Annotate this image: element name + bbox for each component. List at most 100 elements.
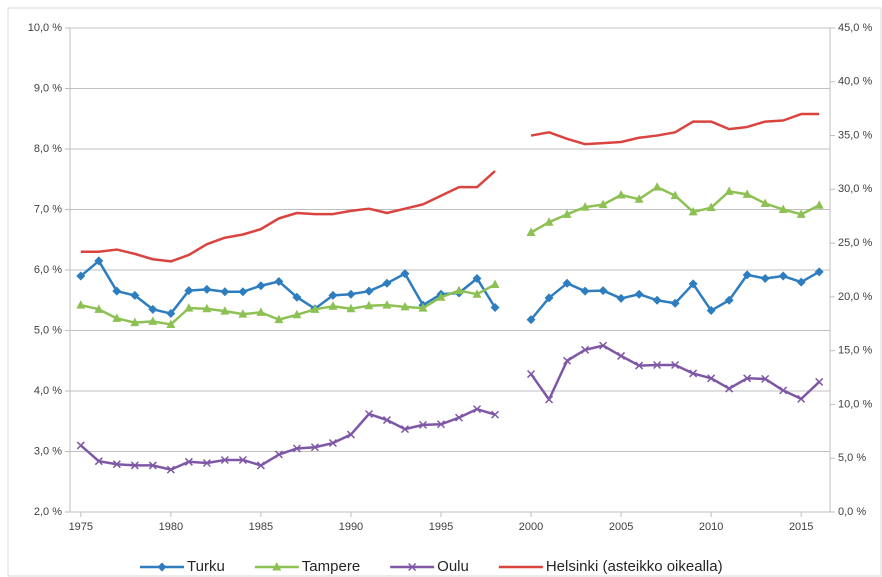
marker: [598, 286, 608, 296]
marker: [220, 306, 230, 315]
y2-tick-label: 10,0 %: [838, 398, 872, 410]
x-tick-label: 1975: [69, 521, 93, 533]
legend-label: Tampere: [302, 558, 360, 575]
y-tick-label: 8,0 %: [34, 143, 62, 155]
marker: [346, 303, 356, 313]
marker: [490, 410, 500, 419]
marker: [652, 295, 662, 305]
marker: [112, 286, 122, 296]
y-tick-label: 6,0 %: [34, 264, 62, 276]
marker: [436, 420, 446, 429]
marker: [408, 562, 417, 572]
marker: [364, 409, 373, 419]
marker: [814, 267, 824, 277]
marker: [220, 287, 230, 297]
y-tick-label: 10,0 %: [28, 22, 62, 34]
marker: [635, 361, 644, 370]
marker: [112, 313, 122, 322]
marker: [545, 395, 554, 404]
marker: [544, 217, 554, 226]
marker: [653, 360, 662, 370]
marker: [652, 182, 662, 191]
marker: [761, 374, 770, 383]
marker: [272, 562, 282, 571]
marker: [94, 457, 103, 466]
marker: [148, 304, 158, 314]
marker: [688, 206, 698, 216]
x-tick-label: 1990: [339, 521, 363, 533]
marker: [472, 289, 482, 298]
plot-area: [76, 112, 824, 474]
marker: [742, 189, 752, 198]
marker: [472, 405, 482, 414]
x-tick-label: 2015: [789, 521, 813, 533]
marker: [778, 271, 788, 281]
x-tick-label: 1985: [249, 521, 273, 533]
chart-frame: [7, 7, 882, 577]
marker: [166, 465, 175, 474]
marker: [166, 319, 176, 328]
marker: [598, 199, 608, 209]
marker: [238, 309, 248, 318]
marker: [292, 444, 301, 453]
x-tick-label: 2005: [609, 521, 633, 533]
marker: [779, 386, 788, 395]
marker: [562, 278, 572, 288]
y2-tick-label: 30,0 %: [838, 183, 872, 195]
marker: [202, 458, 211, 468]
axes: 2,0 % 3,0 % 4,0 % 5,0 % 6,0 % 7,0 % 8,0 % 9,0 %…: [28, 22, 873, 533]
marker: [400, 425, 410, 434]
marker: [202, 303, 212, 313]
marker: [238, 287, 248, 297]
marker: [94, 256, 104, 266]
marker: [148, 461, 157, 470]
legend-label: Oulu: [437, 558, 469, 575]
marker: [202, 284, 212, 294]
marker: [328, 290, 338, 300]
marker: [94, 304, 104, 313]
marker: [796, 277, 806, 287]
marker: [364, 300, 374, 310]
marker: [382, 278, 392, 288]
marker: [725, 384, 734, 393]
grid: [70, 27, 830, 513]
marker: [526, 315, 536, 325]
marker: [634, 289, 644, 299]
marker: [274, 450, 283, 459]
marker: [130, 461, 139, 470]
y-tick-label: 5,0 %: [34, 324, 62, 336]
marker: [670, 298, 680, 308]
series-line: [80, 112, 820, 263]
marker: [797, 394, 806, 403]
marker: [400, 301, 410, 311]
marker: [706, 306, 716, 316]
marker: [364, 286, 374, 296]
marker: [562, 209, 572, 218]
marker: [220, 455, 229, 465]
marker: [454, 413, 464, 422]
marker: [670, 190, 680, 200]
marker: [724, 295, 734, 305]
y2-tick-label: 40,0 %: [838, 76, 872, 88]
marker: [130, 290, 140, 300]
marker: [76, 441, 85, 450]
marker: [689, 369, 698, 378]
marker: [707, 374, 716, 383]
x-tick-label: 1980: [159, 521, 183, 533]
marker: [256, 281, 266, 291]
marker: [256, 461, 265, 470]
marker: [580, 202, 590, 211]
marker: [616, 189, 626, 199]
marker: [436, 292, 446, 301]
marker: [346, 430, 355, 439]
marker: [256, 307, 266, 316]
marker: [580, 286, 590, 296]
marker: [743, 374, 752, 383]
marker: [796, 209, 806, 218]
y-tick-label: 7,0 %: [34, 203, 62, 215]
y-tick-label: 2,0 %: [34, 506, 62, 518]
y-tick-label: 3,0 %: [34, 445, 62, 457]
x-tick-label: 2000: [519, 521, 543, 533]
marker: [76, 300, 86, 309]
